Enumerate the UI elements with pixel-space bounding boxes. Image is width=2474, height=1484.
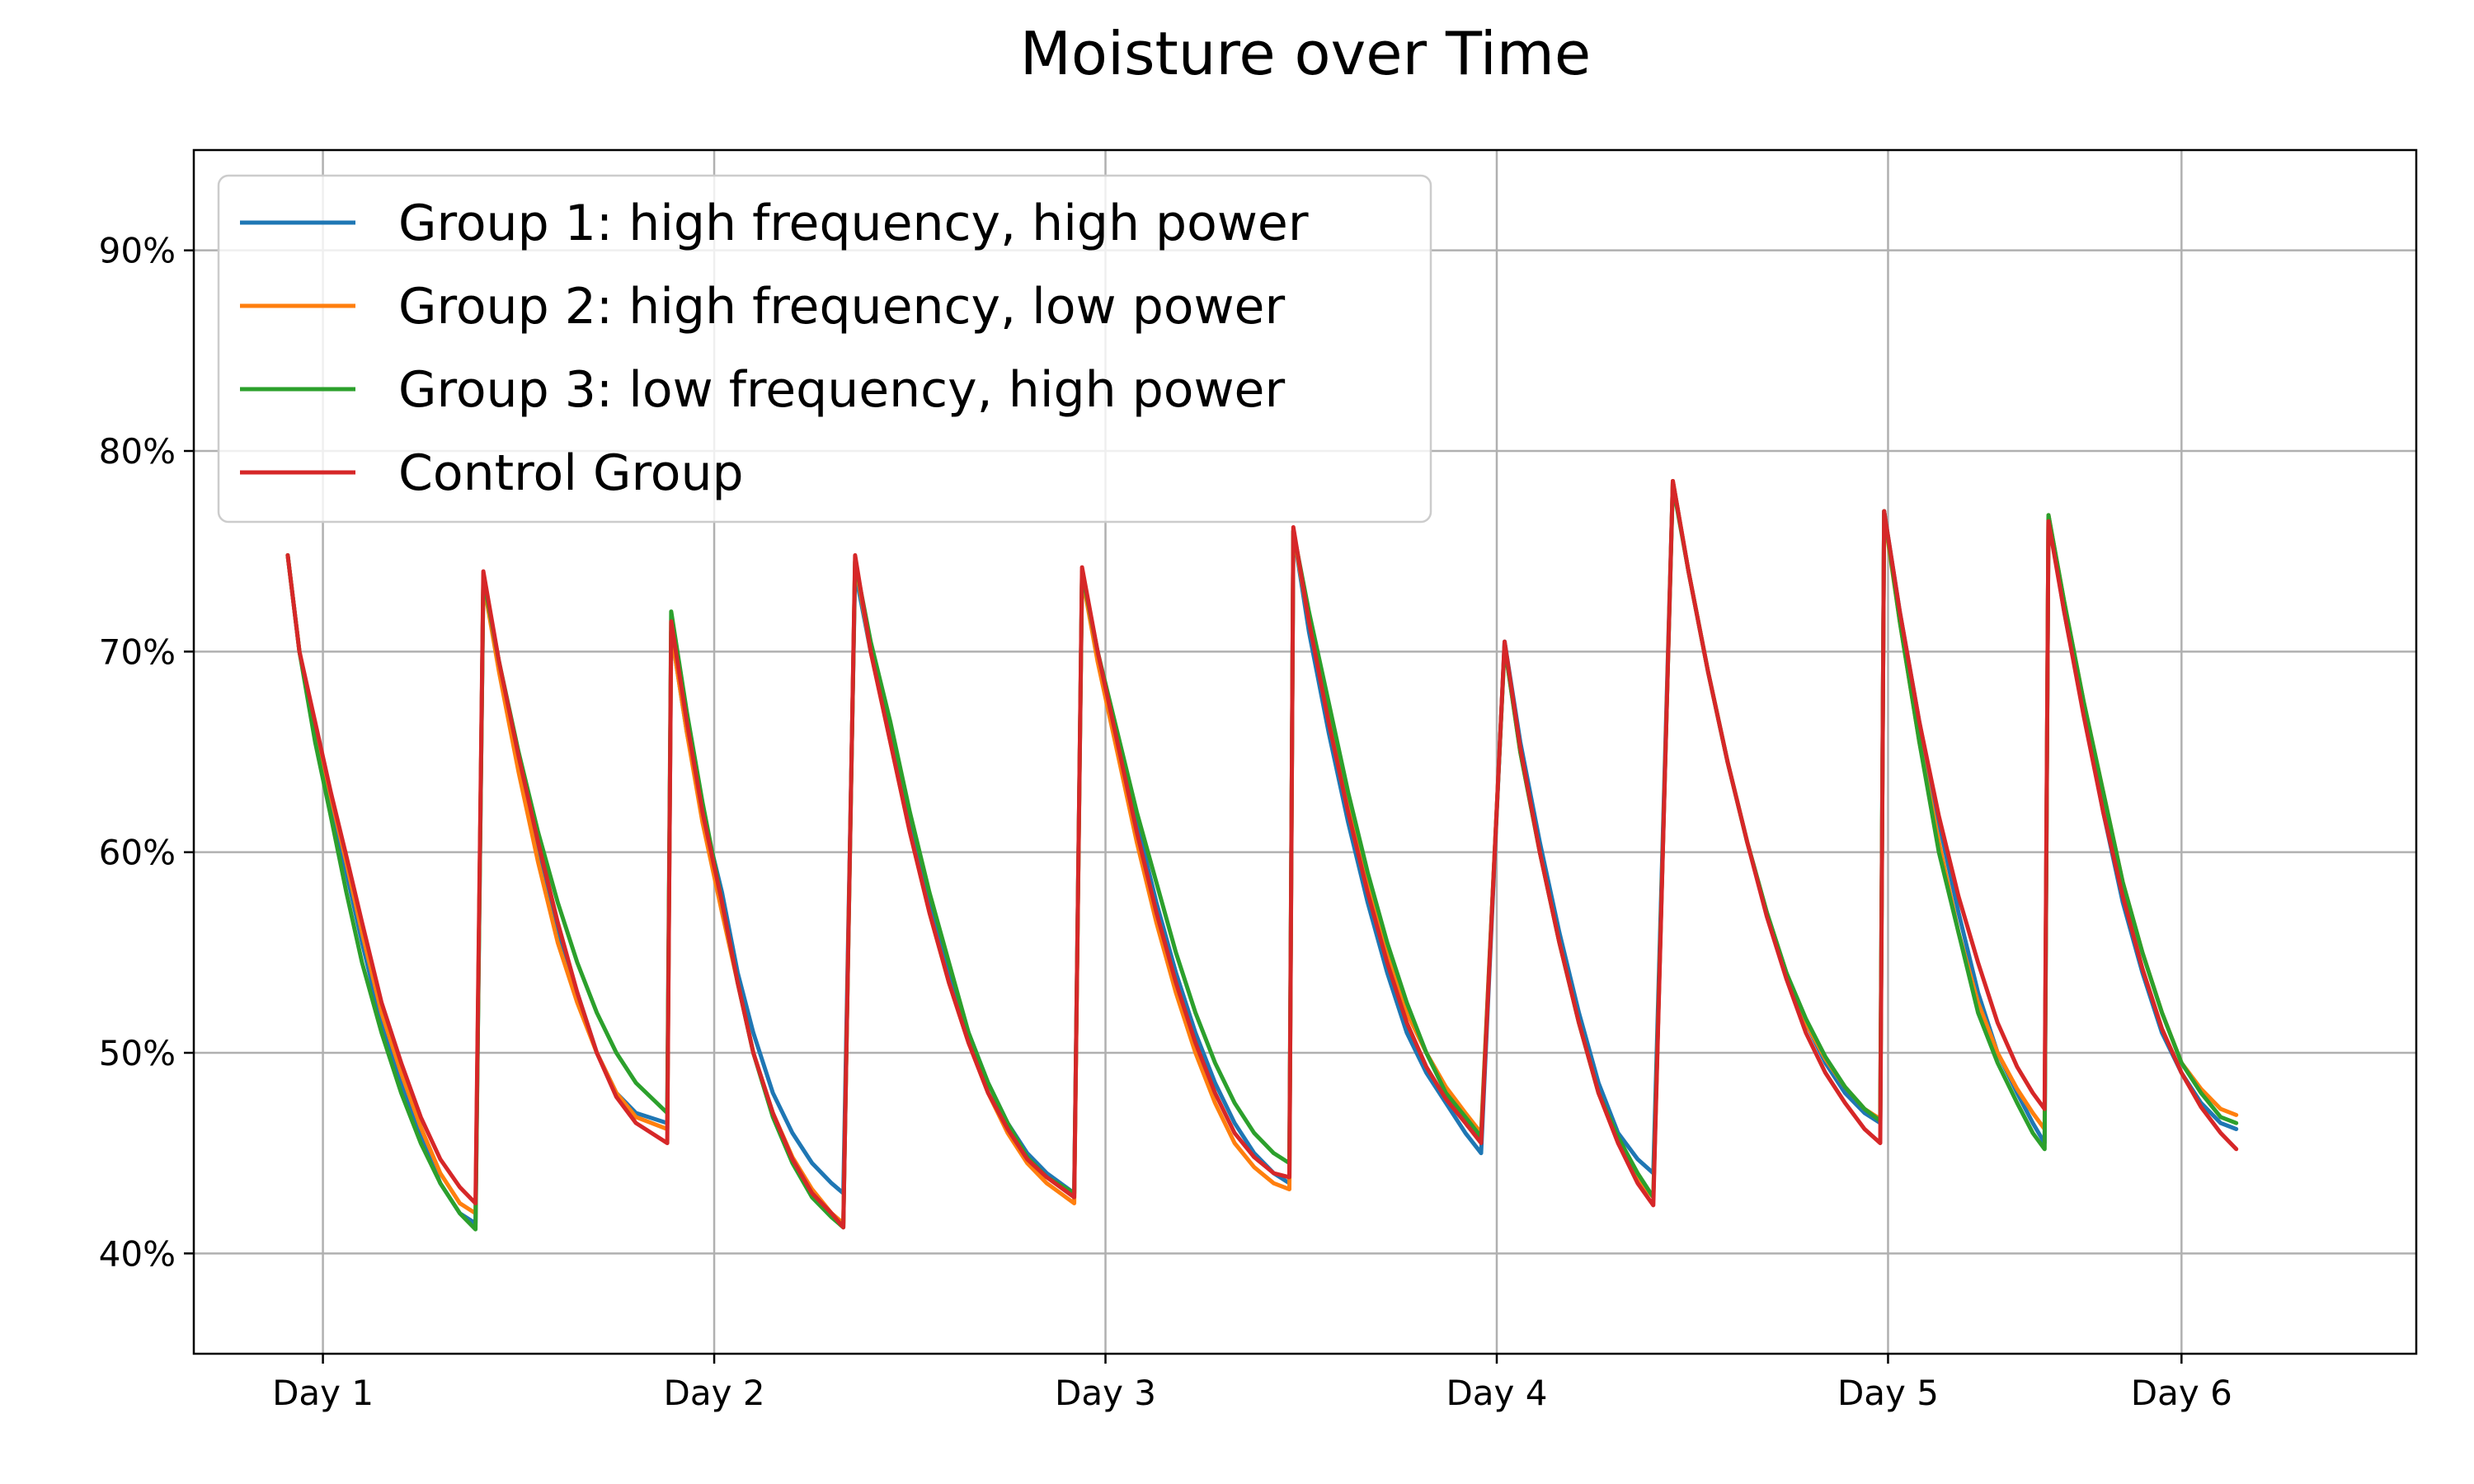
legend-label: Group 3: low frequency, high power xyxy=(398,361,1285,419)
y-tick-label: 70% xyxy=(99,632,176,672)
series-lines xyxy=(285,479,2239,1232)
chart-title: Moisture over Time xyxy=(1020,19,1591,88)
x-tick-label: Day 1 xyxy=(272,1373,374,1413)
y-tick-label: 40% xyxy=(99,1233,176,1274)
x-tick-label: Day 4 xyxy=(1446,1373,1547,1413)
x-tick-label: Day 5 xyxy=(1837,1373,1939,1413)
x-tick-label: Day 3 xyxy=(1055,1373,1156,1413)
plot-frame xyxy=(192,148,2418,1355)
y-tick-label: 60% xyxy=(99,833,176,873)
x-tick-label: Day 6 xyxy=(2131,1373,2232,1413)
legend-label: Control Group xyxy=(398,444,744,502)
y-tick-label: 90% xyxy=(99,231,176,271)
series-line-3 xyxy=(285,482,2239,1232)
series-line-4 xyxy=(285,479,2239,1230)
y-tick-label: 80% xyxy=(99,431,176,472)
legend-box xyxy=(217,174,1432,524)
legend: Group 1: high frequency, high power Group… xyxy=(217,174,1432,524)
legend-label: Group 1: high frequency, high power xyxy=(398,195,1309,252)
legend-label: Group 2: high frequency, low power xyxy=(398,278,1285,336)
x-tick-label: Day 2 xyxy=(664,1373,765,1413)
y-tick-label: 50% xyxy=(99,1033,176,1073)
axis-ticks: 40% 50% 60% 70% 80% 90% Day 1 Day 2 Day 3 Day 4 Da… xyxy=(99,231,2232,1413)
